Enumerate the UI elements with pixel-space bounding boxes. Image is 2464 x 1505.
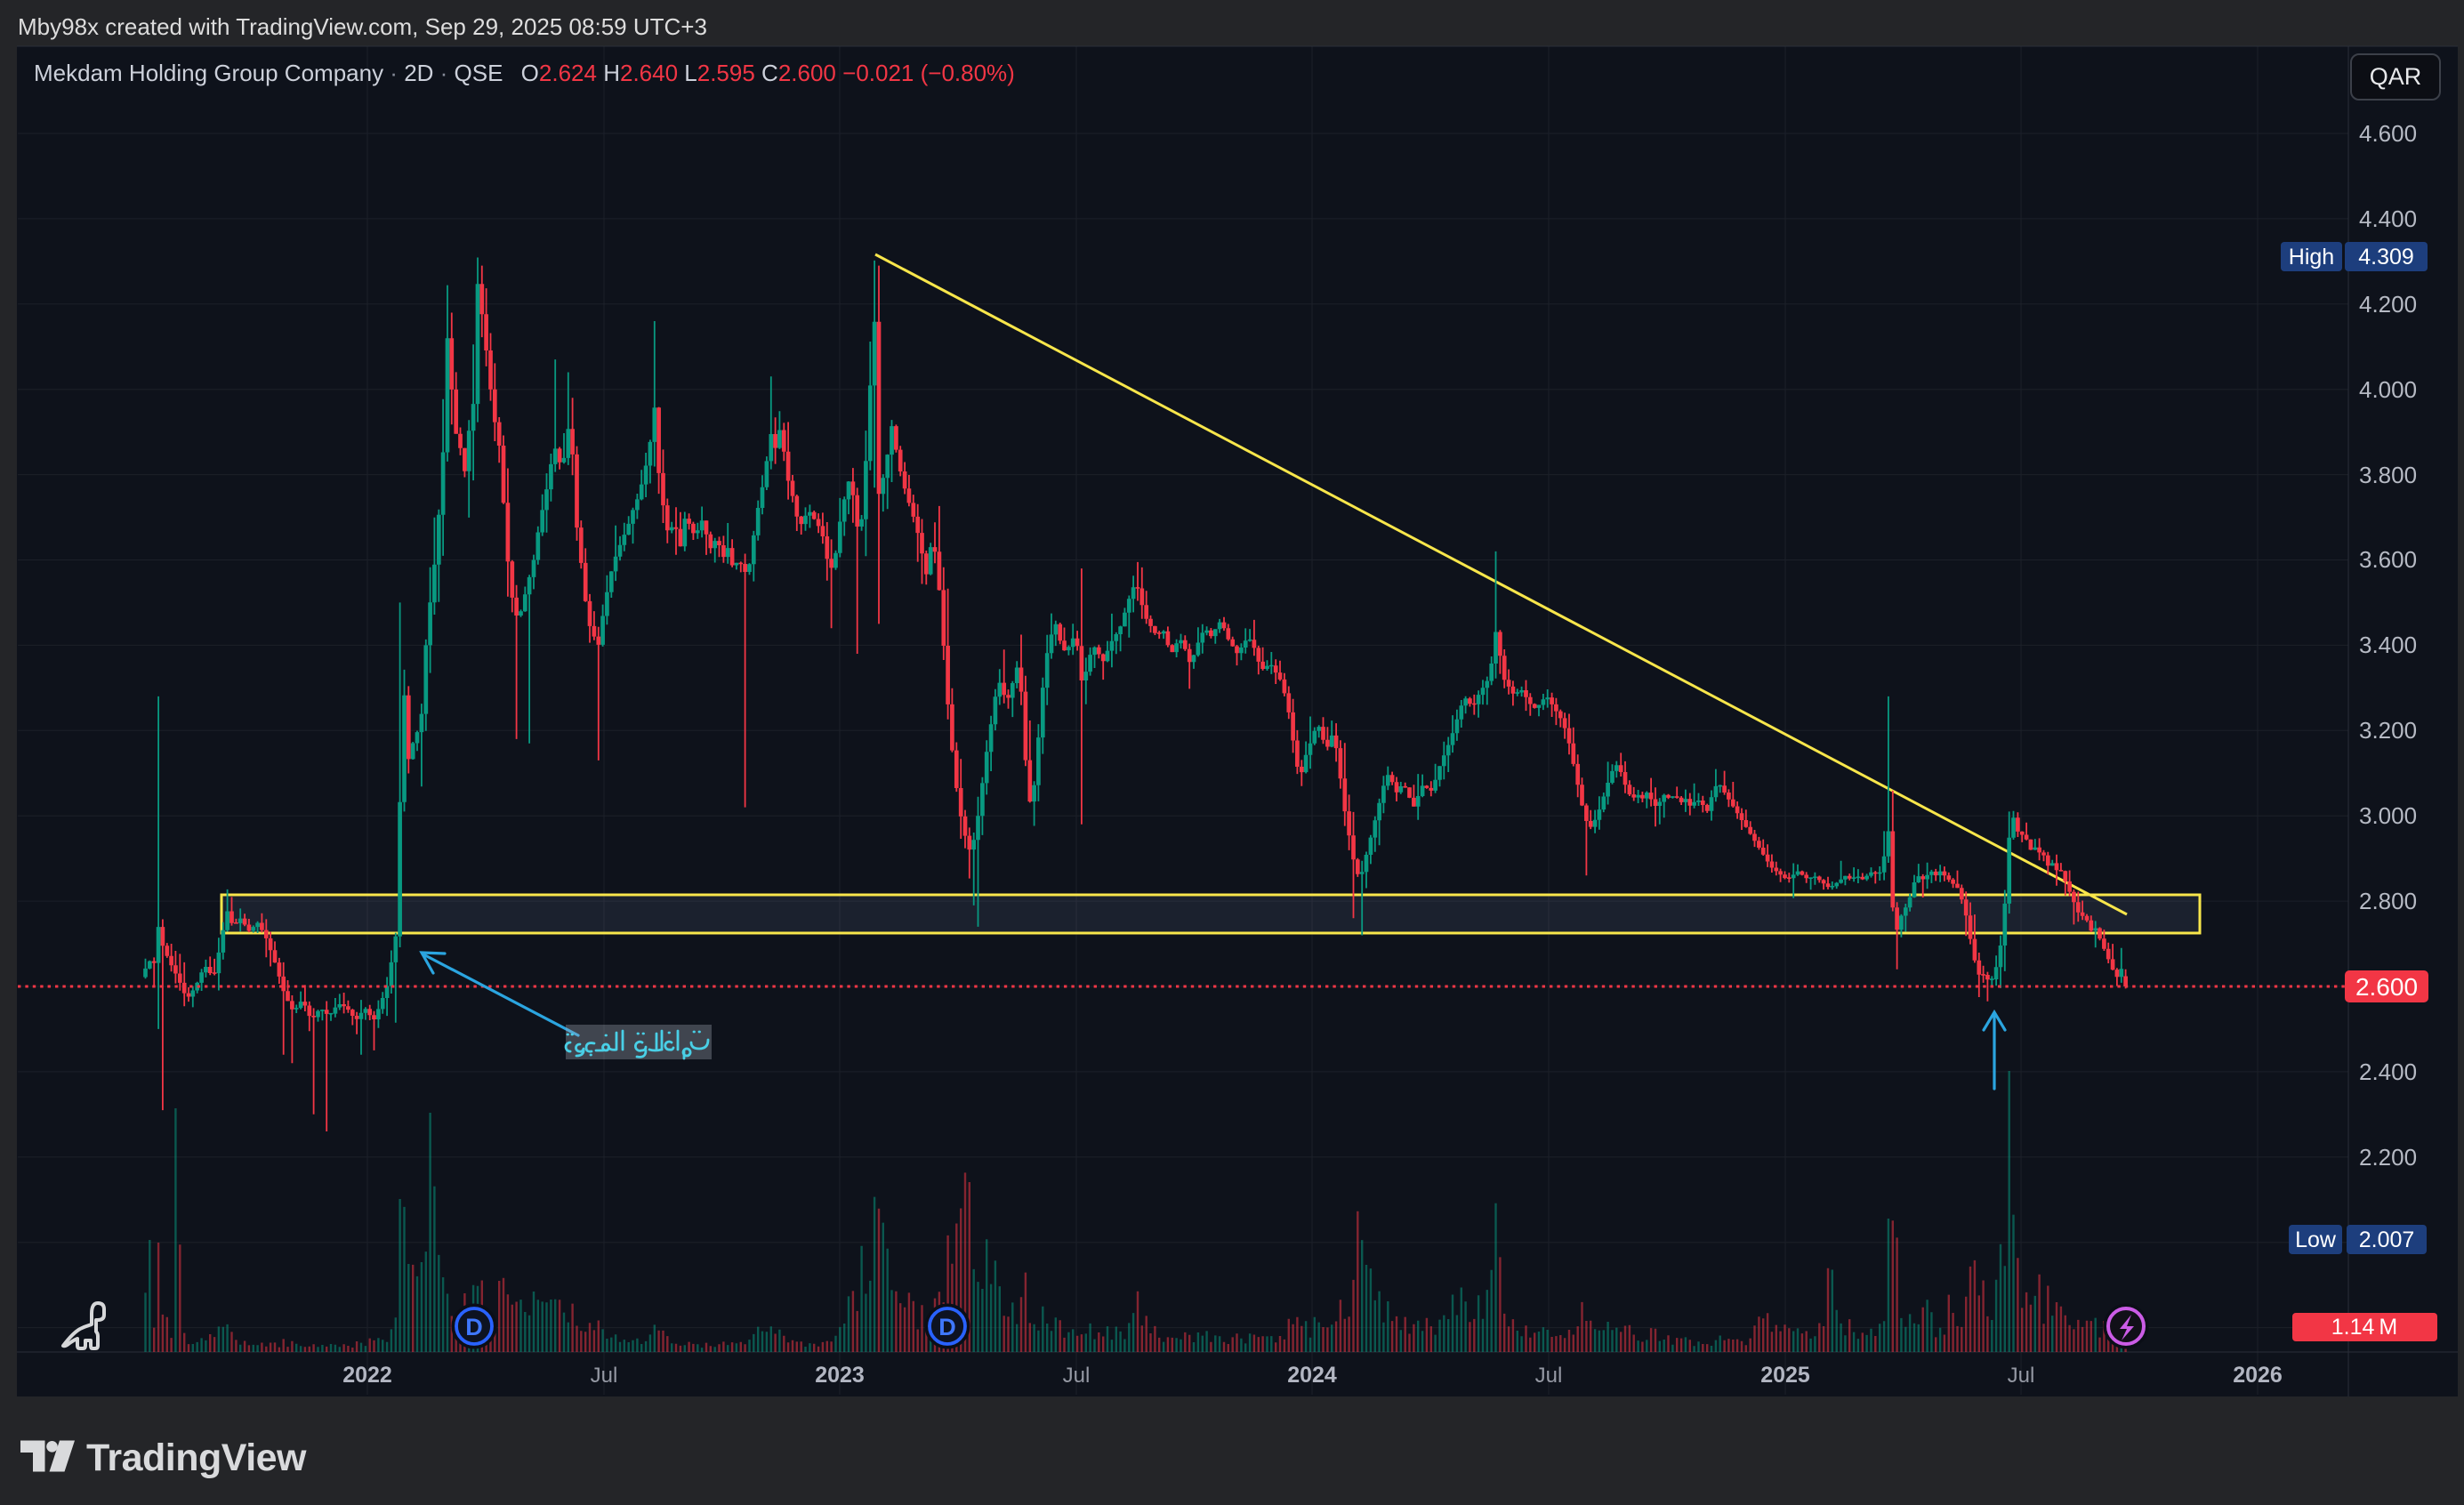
svg-text:D: D (938, 1314, 956, 1340)
svg-text:2026: 2026 (2233, 1363, 2283, 1388)
svg-text:2.400: 2.400 (2359, 1058, 2417, 1085)
svg-text:QAR: QAR (2370, 63, 2422, 90)
svg-text:High: High (2289, 245, 2334, 270)
svg-text:Jul: Jul (1535, 1364, 1563, 1388)
svg-text:Jul: Jul (1063, 1364, 1091, 1388)
svg-text:Mekdam Holding Group Company ·: Mekdam Holding Group Company · 2D · QSE … (34, 60, 1015, 86)
svg-text:3.600: 3.600 (2359, 546, 2417, 573)
svg-text:Jul: Jul (2008, 1364, 2035, 1388)
svg-text:TradingView: TradingView (86, 1437, 307, 1479)
svg-text:Jul: Jul (591, 1364, 618, 1388)
svg-text:4.309: 4.309 (2358, 245, 2414, 270)
svg-text:4.600: 4.600 (2359, 120, 2417, 147)
svg-text:2024: 2024 (1287, 1363, 1337, 1388)
svg-text:Mby98x created with TradingVie: Mby98x created with TradingView.com, Sep… (18, 13, 707, 40)
svg-text:4.200: 4.200 (2359, 291, 2417, 318)
svg-text:2.200: 2.200 (2359, 1144, 2417, 1171)
svg-text:3.800: 3.800 (2359, 462, 2417, 488)
svg-text:1.14 M: 1.14 M (2331, 1315, 2398, 1340)
svg-text:2022: 2022 (342, 1363, 392, 1388)
svg-text:2025: 2025 (1760, 1363, 1810, 1388)
svg-text:3.400: 3.400 (2359, 632, 2417, 658)
svg-text:3.000: 3.000 (2359, 802, 2417, 829)
svg-text:2.007: 2.007 (2359, 1227, 2415, 1252)
svg-text:2023: 2023 (815, 1363, 865, 1388)
svg-text:3.200: 3.200 (2359, 717, 2417, 744)
svg-text:Low: Low (2295, 1227, 2337, 1252)
svg-text:D: D (465, 1314, 483, 1340)
svg-text:4.400: 4.400 (2359, 205, 2417, 232)
svg-text:4.000: 4.000 (2359, 376, 2417, 403)
svg-text:2.600: 2.600 (2355, 973, 2418, 1001)
svg-text:2.800: 2.800 (2359, 888, 2417, 914)
